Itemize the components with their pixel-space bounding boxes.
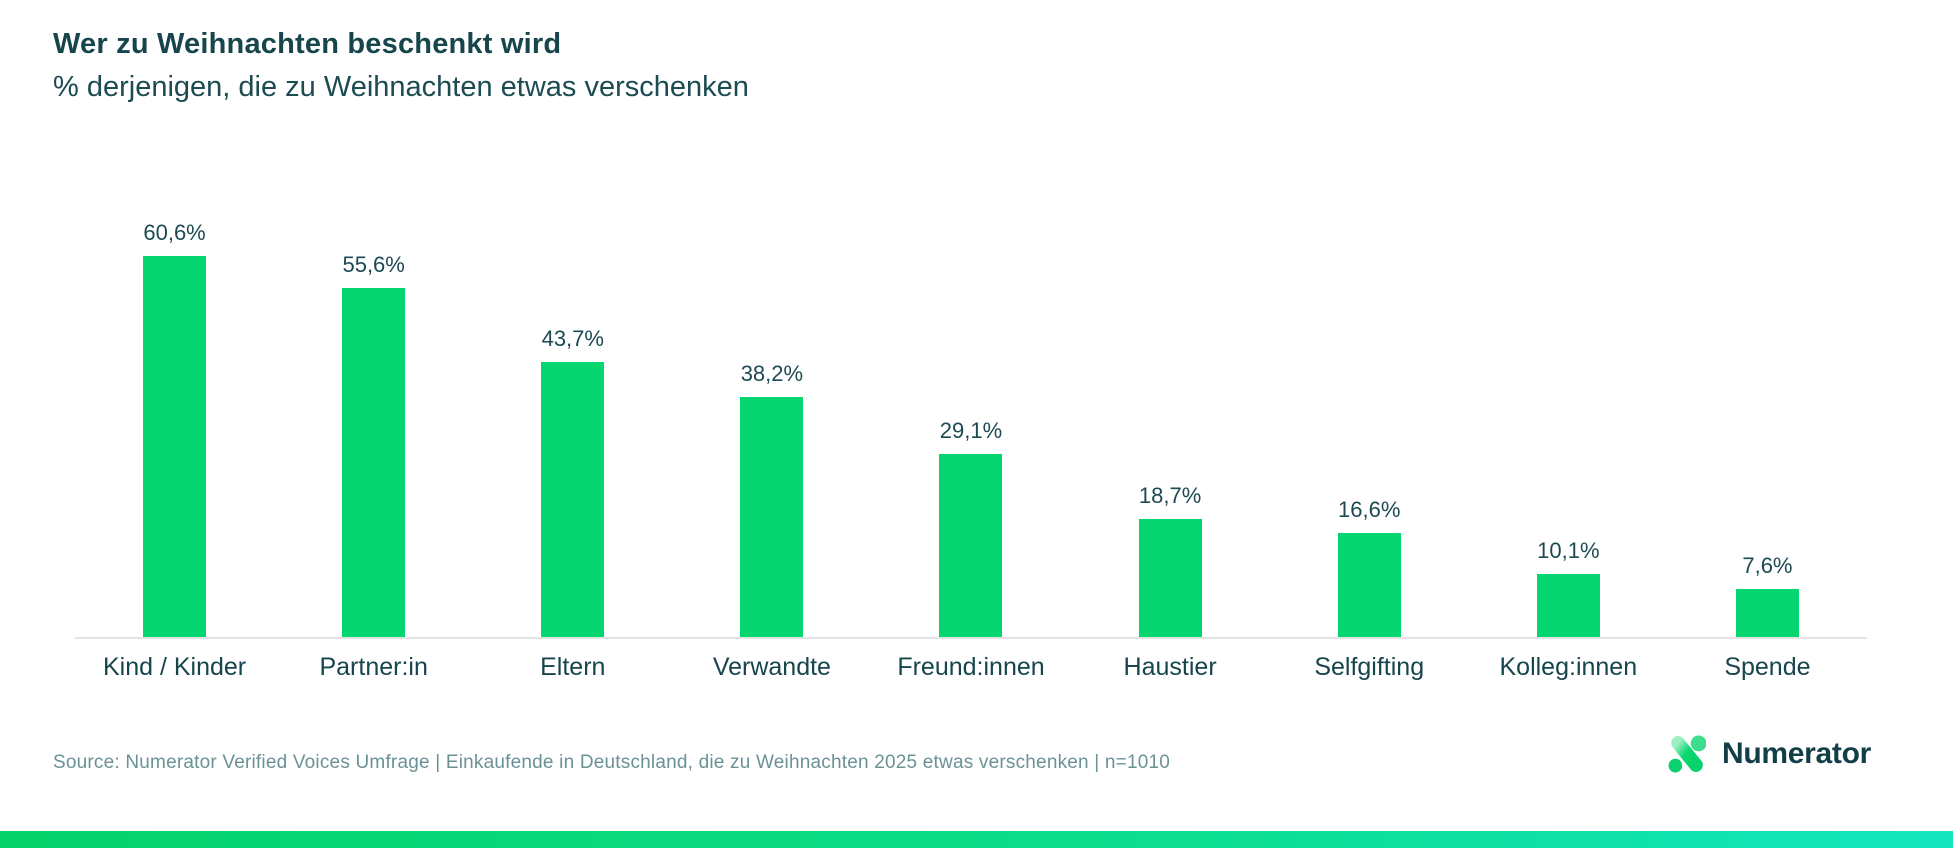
x-axis-line — [75, 637, 1867, 639]
numerator-logo-text: Numerator — [1722, 737, 1871, 770]
bar-column: 60,6% — [75, 220, 274, 637]
bar-value-label: 10,1% — [1537, 538, 1600, 563]
bar-chart: 60,6% 55,6% 43,7% 38,2% 29,1% 18,7% 16,6% 10,1%… — [75, 175, 1867, 682]
category-label: Kolleg:innen — [1499, 653, 1638, 681]
bar-value-label: 55,6% — [342, 252, 405, 277]
bar — [740, 397, 804, 637]
bar-column: 38,2% — [672, 361, 871, 637]
footer-accent-bar — [0, 831, 1953, 848]
bar-value-label: 18,7% — [1138, 483, 1202, 508]
numerator-logo: Numerator — [1668, 735, 1871, 773]
bar-column: 16,6% — [1270, 497, 1469, 637]
category-label: Verwandte — [712, 653, 831, 681]
bar-column: 29,1% — [871, 418, 1070, 637]
category-label: Selfgifting — [1314, 653, 1425, 681]
bar — [1138, 519, 1202, 637]
bar-value-label: 38,2% — [740, 361, 804, 386]
bar-value-label: 60,6% — [143, 220, 206, 245]
category-label: Spende — [1724, 653, 1811, 681]
bar-column: 18,7% — [1071, 483, 1270, 637]
category-row: Kind / Kinder Partner:in Eltern Verwandte Fr… — [75, 639, 1867, 682]
category-label: Kind / Kinder — [102, 653, 247, 681]
bar — [143, 256, 207, 637]
bar — [342, 288, 406, 637]
bar — [1536, 574, 1600, 637]
chart-header: Wer zu Weihnachten beschenkt wird % derj… — [53, 26, 749, 105]
category-label: Eltern — [540, 653, 606, 681]
bar-column: 43,7% — [473, 326, 672, 637]
bar-value-label: 16,6% — [1338, 497, 1401, 522]
bar — [1337, 533, 1401, 637]
bar-value-label: 7,6% — [1742, 553, 1793, 578]
bar-value-label: 43,7% — [541, 326, 604, 351]
plot-area: 60,6% 55,6% 43,7% 38,2% 29,1% 18,7% 16,6% 10,1%… — [75, 175, 1867, 637]
bar-column: 55,6% — [274, 252, 473, 637]
category-label: Partner:in — [319, 653, 428, 681]
bar — [939, 454, 1003, 637]
category-label: Freund:innen — [897, 653, 1045, 681]
bar-column: 7,6% — [1668, 553, 1867, 637]
bar-value-label: 29,1% — [939, 418, 1003, 443]
source-text: Source: Numerator Verified Voices Umfrag… — [53, 752, 1171, 773]
bar-column: 10,1% — [1469, 538, 1668, 637]
category-label: Haustier — [1123, 653, 1217, 681]
bar — [541, 362, 605, 637]
numerator-logo-icon — [1668, 735, 1706, 773]
bar — [1735, 589, 1799, 637]
chart-title: Wer zu Weihnachten beschenkt wird — [53, 28, 562, 60]
chart-subtitle: % derjenigen, die zu Weihnachten etwas v… — [53, 71, 749, 103]
